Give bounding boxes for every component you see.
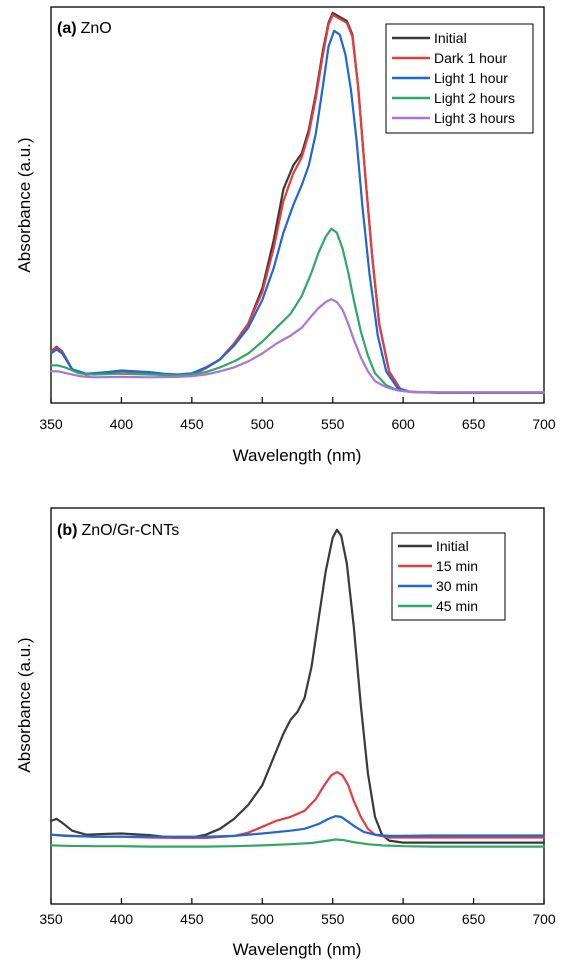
- legend-a: Initial Dark 1 hour Light 1 hour Light 2 ho…: [385, 23, 534, 134]
- x-ticks-b: 350 400 450 500 550 600 650 700: [39, 898, 556, 927]
- series-line-light-2-hours-a: [49, 227, 546, 394]
- x-tick-label: 400: [110, 911, 134, 927]
- x-tick-label: 550: [321, 911, 345, 927]
- series-group-b: [49, 528, 546, 848]
- legend-label: Light 3 hours: [434, 110, 515, 126]
- y-axis-label-b: Absorbance (a.u.): [15, 637, 34, 772]
- x-tick-label: 650: [462, 416, 486, 432]
- series-line-light-1-hour-a: [49, 29, 546, 394]
- panel-tag-a: (a): [57, 20, 77, 37]
- x-tick-label: 500: [251, 416, 275, 432]
- panel-name-b: ZnO/Gr-CNTs: [81, 522, 179, 539]
- x-tick-label: 550: [321, 416, 345, 432]
- x-axis-label-b: Wavelength (nm): [233, 940, 362, 959]
- chart-panel-b: 350 400 450 500 550 600 650 700 (b) ZnO/Gr-CNTs …: [15, 507, 556, 959]
- legend-b: Initial 15 min 30 min 45 min: [391, 532, 506, 621]
- x-tick-label: 650: [462, 911, 486, 927]
- x-tick-label: 350: [39, 911, 63, 927]
- panel-title-a: (a) ZnO: [57, 20, 112, 37]
- series-line-45-min-b: [49, 838, 546, 848]
- plot-frame-b: [50, 507, 545, 905]
- legend-label: 15 min: [436, 558, 478, 574]
- legend-label: Initial: [436, 538, 469, 554]
- series-line-30-min-b: [49, 815, 546, 838]
- legend-label: Light 1 hour: [434, 70, 508, 86]
- chart-panel-a: 350 400 450 500 550 600 650 700 (a) ZnO Waveleng…: [15, 6, 556, 465]
- x-tick-label: 700: [532, 416, 556, 432]
- panel-tag-b: (b): [57, 522, 77, 539]
- legend-label: Light 2 hours: [434, 90, 515, 106]
- x-axis-label-a: Wavelength (nm): [233, 446, 362, 465]
- x-tick-label: 400: [110, 416, 134, 432]
- series-line-15-min-b: [49, 771, 546, 839]
- series-line-initial-b: [49, 528, 546, 844]
- panel-title-b: (b) ZnO/Gr-CNTs: [57, 522, 179, 539]
- legend-label: Initial: [434, 30, 467, 46]
- x-tick-label: 350: [39, 416, 63, 432]
- legend-label: 45 min: [436, 598, 478, 614]
- legend-label: Dark 1 hour: [434, 50, 507, 66]
- series-group-a: [49, 11, 546, 394]
- x-tick-label: 500: [251, 911, 275, 927]
- x-ticks-a: 350 400 450 500 550 600 650 700: [39, 397, 556, 432]
- x-tick-label: 700: [532, 911, 556, 927]
- x-tick-label: 450: [180, 416, 204, 432]
- series-line-light-3-hours-a: [49, 298, 546, 394]
- plot-frame-a: [50, 6, 545, 404]
- legend-label: 30 min: [436, 578, 478, 594]
- x-tick-label: 600: [391, 416, 415, 432]
- x-tick-label: 450: [180, 911, 204, 927]
- x-tick-label: 600: [391, 911, 415, 927]
- panel-name-a: ZnO: [81, 20, 112, 37]
- y-axis-label-a: Absorbance (a.u.): [15, 137, 34, 272]
